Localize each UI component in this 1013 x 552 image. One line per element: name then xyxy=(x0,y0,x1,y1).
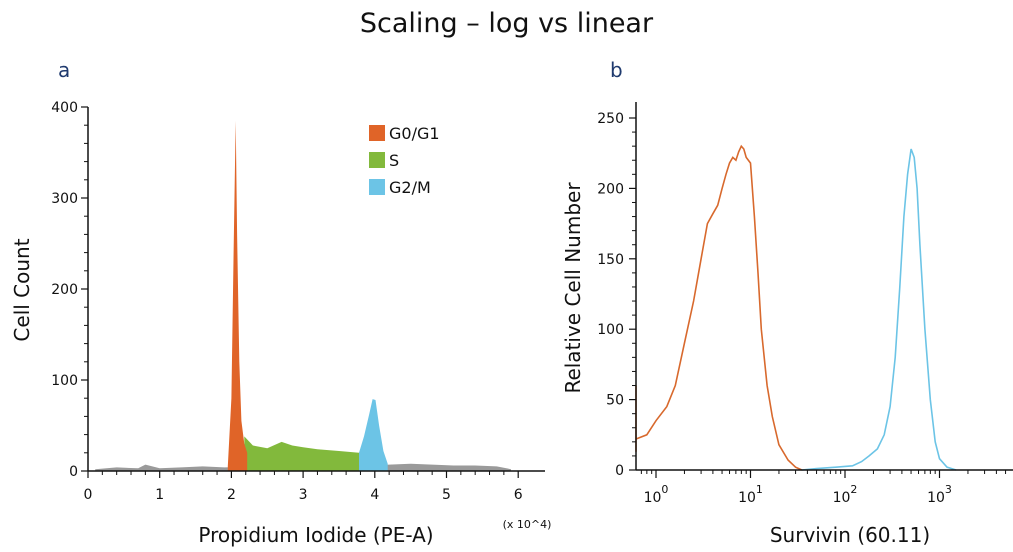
chart-a-xtick-label: 3 xyxy=(299,487,308,503)
chart-a-ytick-label: 300 xyxy=(51,191,78,207)
chart-a-ytick-label: 100 xyxy=(51,373,78,389)
chart-a-legend-label-g2-m: G2/M xyxy=(389,178,431,197)
chart-a-ytick-label: 400 xyxy=(51,100,78,116)
figure-title: Scaling – log vs linear xyxy=(359,8,654,39)
chart-a-ytick-label: 0 xyxy=(69,464,78,480)
chart-a-ticks: 0 1 2 3 4 5 6 0 100 200 300 400 xyxy=(51,100,522,503)
chart-a-ytick-label: 200 xyxy=(51,282,78,298)
chart-a-legend-label-s: S xyxy=(389,151,399,170)
chart-a-area-g2-m xyxy=(359,399,388,471)
panel-label-a: a xyxy=(58,58,71,82)
chart-a-xlabel: Propidium Iodide (PE-A) xyxy=(198,523,433,547)
chart-a-xtick-label: 0 xyxy=(84,487,93,503)
chart-a-xtick-label: 1 xyxy=(155,487,164,503)
panel-label-b: b xyxy=(610,58,623,82)
chart-a-legend-label-g0-g1: G0/G1 xyxy=(389,124,440,143)
chart-a-xtick-label: 6 xyxy=(514,487,523,503)
chart-a-xtick-label: 4 xyxy=(370,487,379,503)
chart-a-legend-swatch-s xyxy=(369,152,385,168)
chart-a-area-s xyxy=(244,436,360,471)
chart-a-x-multiplier: (x 10^4) xyxy=(503,518,552,531)
chart-a-xtick-label: 5 xyxy=(442,487,451,503)
chart-a-xtick-label: 2 xyxy=(227,487,236,503)
chart-a-area-g0-g1 xyxy=(227,120,248,471)
chart-a-areas xyxy=(95,120,512,471)
chart-a-legend: G0/G1 S G2/M xyxy=(369,124,440,197)
chart-a-legend-swatch-g2-m xyxy=(369,179,385,195)
chart-a-legend-swatch-g0-g1 xyxy=(369,125,385,141)
chart-a-ylabel: Cell Count xyxy=(10,238,34,341)
